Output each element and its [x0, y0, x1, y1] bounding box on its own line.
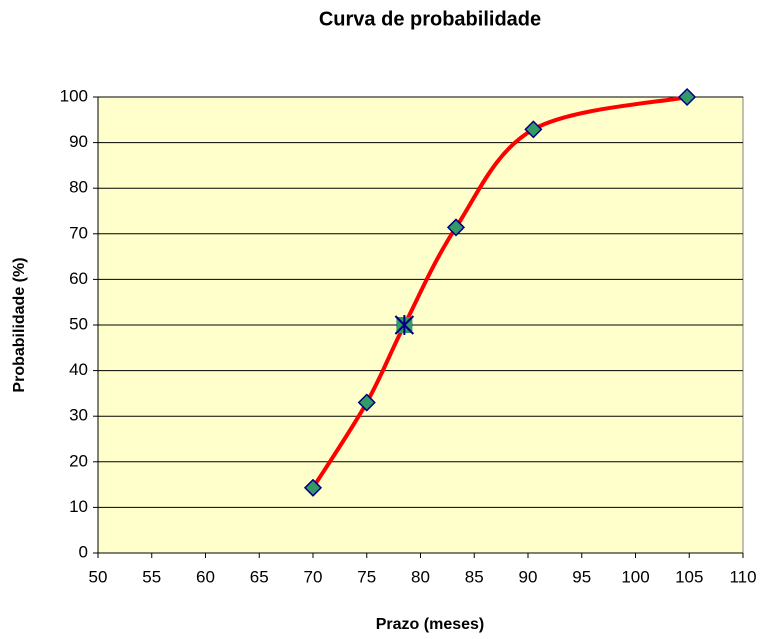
x-tick-label: 50 [89, 567, 108, 586]
x-tick-label: 80 [411, 567, 430, 586]
marker [524, 120, 543, 139]
marker [303, 478, 323, 497]
y-tick-label: 40 [69, 360, 88, 379]
y-tick-label: 70 [69, 223, 88, 242]
x-tick-label: 110 [729, 567, 756, 586]
y-tick-label: 100 [60, 86, 88, 105]
chart-title: Curva de probabilidade [319, 8, 541, 30]
x-axis-label: Prazo (meses) [376, 616, 485, 633]
y-tick-label: 50 [69, 314, 88, 333]
x-tick-label: 75 [357, 567, 376, 586]
y-tick-label: 20 [69, 451, 88, 470]
y-tick-label: 90 [69, 132, 88, 151]
marker-star [394, 315, 415, 335]
y-tick-label: 10 [69, 497, 88, 516]
x-tick-label: 105 [675, 567, 703, 586]
x-tick-label: 95 [572, 567, 591, 586]
curve [311, 95, 688, 489]
y-axis-label: Probabilidade (%) [11, 257, 28, 392]
y-tick-label: 60 [69, 269, 88, 288]
x-tick-label: 70 [304, 567, 323, 586]
x-tick-label: 100 [621, 567, 649, 586]
x-tick-label: 90 [519, 567, 538, 586]
y-tick-label: 80 [69, 178, 88, 197]
y-tick-label: 0 [79, 542, 88, 561]
marker [678, 87, 697, 107]
y-tick-label: 30 [69, 406, 88, 425]
x-tick-label: 65 [250, 567, 269, 586]
x-tick-label: 55 [142, 567, 161, 586]
marker [357, 393, 376, 412]
marker [446, 218, 466, 237]
x-tick-label: 60 [196, 567, 215, 586]
x-tick-label: 85 [465, 567, 484, 586]
